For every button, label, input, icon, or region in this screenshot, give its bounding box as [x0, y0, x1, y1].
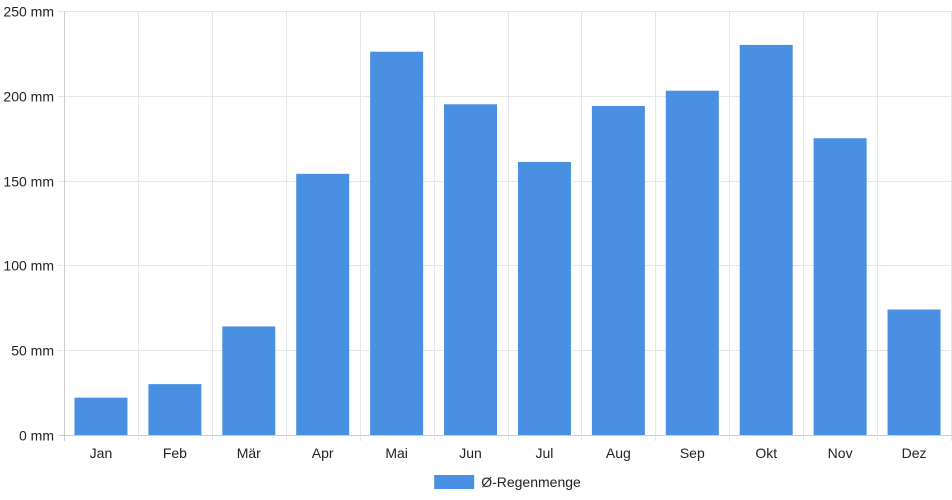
bar-dez[interactable] [887, 309, 941, 435]
x-tick-label: Okt [755, 445, 777, 461]
x-tick-label: Apr [312, 445, 334, 461]
x-tick-label: Mär [237, 445, 261, 461]
y-tick-label: 100 mm [3, 258, 54, 274]
x-tick-label: Dez [902, 445, 927, 461]
y-tick-label: 50 mm [11, 343, 54, 359]
bar-jan[interactable] [74, 397, 128, 435]
x-tick-label: Feb [163, 445, 187, 461]
x-tick-label: Sep [680, 445, 705, 461]
bar-feb[interactable] [148, 384, 202, 435]
legend-label: Ø-Regenmenge [481, 474, 581, 490]
bar-okt[interactable] [739, 44, 793, 436]
axis-layer: 0 mm 50 mm 100 mm 150 mm 200 mm 250 mm Jan Feb M… [3, 4, 926, 462]
x-tick-label: Nov [828, 445, 853, 461]
y-tick-label: 0 mm [19, 428, 54, 444]
legend[interactable]: Ø-Regenmenge [434, 474, 581, 490]
x-tick-label: Aug [606, 445, 631, 461]
bar-sep[interactable] [665, 90, 719, 435]
legend-swatch [434, 475, 475, 489]
bar-mai[interactable] [370, 51, 424, 435]
x-tick-label: Jun [459, 445, 482, 461]
bars-layer [74, 44, 941, 436]
bar-jun[interactable] [444, 104, 498, 435]
bar-mär[interactable] [222, 326, 276, 435]
y-tick-label: 200 mm [3, 89, 54, 105]
x-tick-label: Jan [90, 445, 113, 461]
bar-jul[interactable] [517, 161, 571, 435]
y-tick-label: 150 mm [3, 174, 54, 190]
bar-apr[interactable] [296, 173, 350, 436]
bar-aug[interactable] [591, 105, 645, 435]
x-tick-label: Jul [536, 445, 554, 461]
y-tick-label: 250 mm [3, 4, 54, 20]
bar-nov[interactable] [813, 138, 867, 435]
x-tick-label: Mai [385, 445, 408, 461]
grid-layer [58, 11, 952, 441]
